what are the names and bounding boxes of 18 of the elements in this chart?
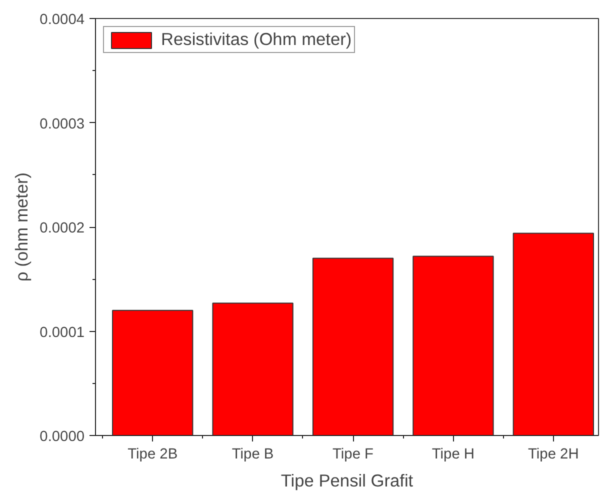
y-tick-label: 0.0000 bbox=[40, 429, 84, 445]
x-axis-title: Tipe Pensil Grafit bbox=[280, 470, 414, 490]
y-tick-label: 0.0002 bbox=[40, 220, 84, 236]
legend-label: Resistivitas (Ohm meter) bbox=[161, 29, 352, 50]
y-axis-title: ρ (ohm meter) bbox=[12, 172, 32, 282]
bar bbox=[512, 232, 594, 436]
x-tick-label: Tipe 2B bbox=[128, 446, 178, 462]
x-tick-label: Tipe F bbox=[332, 446, 374, 462]
x-tick-label: Tipe H bbox=[432, 446, 475, 462]
y-tick-label: 0.0004 bbox=[40, 12, 84, 28]
x-tick-label: Tipe 2H bbox=[528, 446, 579, 462]
bar bbox=[312, 258, 394, 436]
bar bbox=[412, 256, 494, 436]
x-tick-label: Tipe B bbox=[232, 446, 274, 462]
y-tick-label: 0.0003 bbox=[40, 116, 84, 132]
bar bbox=[212, 302, 294, 436]
bar bbox=[112, 310, 194, 436]
y-tick-label: 0.0001 bbox=[40, 324, 84, 341]
